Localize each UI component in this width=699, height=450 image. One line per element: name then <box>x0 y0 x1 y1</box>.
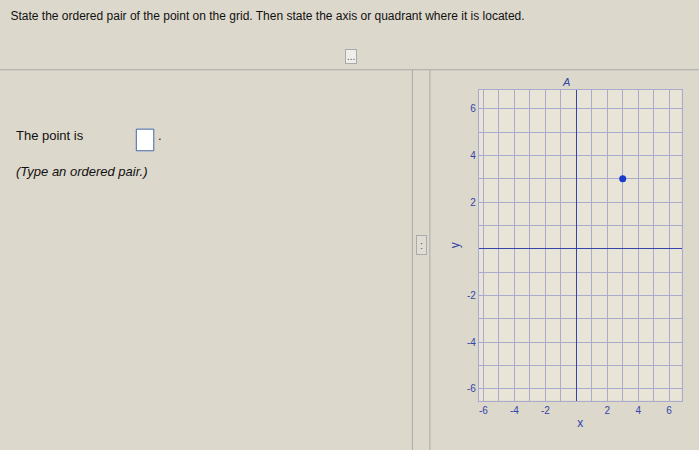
svg-text:-6: -6 <box>479 405 488 416</box>
svg-text:x: x <box>577 416 583 430</box>
svg-text:4: 4 <box>470 150 476 161</box>
svg-text:2: 2 <box>470 197 476 208</box>
svg-text:-2: -2 <box>467 290 476 301</box>
svg-text:.: . <box>158 128 162 143</box>
svg-text:State the ordered pair of the: State the ordered pair of the point on t… <box>10 9 524 23</box>
svg-text::: : <box>420 239 423 251</box>
svg-text:2: 2 <box>604 405 610 416</box>
svg-text:6: 6 <box>666 405 672 416</box>
svg-text:y: y <box>448 242 462 248</box>
svg-text:6: 6 <box>470 103 476 114</box>
svg-text:-2: -2 <box>541 405 550 416</box>
svg-text:The point is: The point is <box>16 128 84 143</box>
svg-text:4: 4 <box>635 405 641 416</box>
svg-text:-6: -6 <box>467 383 476 394</box>
svg-text:-4: -4 <box>510 405 519 416</box>
svg-text:-4: -4 <box>467 337 476 348</box>
svg-text:(Type an ordered pair.): (Type an ordered pair.) <box>16 164 148 179</box>
svg-text:A: A <box>562 76 570 88</box>
svg-text:...: ... <box>347 51 355 62</box>
